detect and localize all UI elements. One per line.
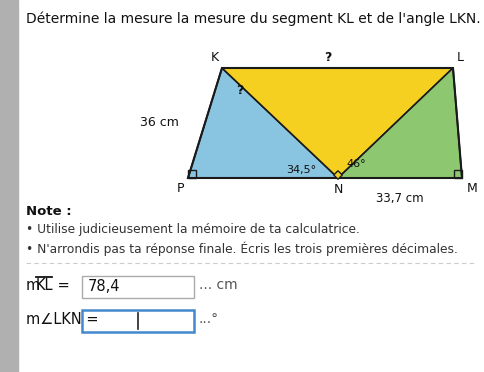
FancyBboxPatch shape bbox=[82, 276, 194, 298]
Text: ?: ? bbox=[236, 84, 243, 97]
Text: • N'arrondis pas ta réponse finale. Écris les trois premières décimales.: • N'arrondis pas ta réponse finale. Écri… bbox=[26, 241, 457, 256]
Polygon shape bbox=[188, 68, 337, 178]
Text: 78,4: 78,4 bbox=[88, 279, 120, 294]
Text: 46°: 46° bbox=[345, 159, 365, 169]
Text: M: M bbox=[466, 182, 477, 195]
Bar bbox=[333, 171, 342, 179]
FancyBboxPatch shape bbox=[82, 310, 194, 332]
Text: K: K bbox=[211, 51, 219, 64]
Text: KL: KL bbox=[36, 278, 53, 293]
Text: 36 cm: 36 cm bbox=[140, 116, 179, 129]
Text: Détermine la mesure la mesure du segment KL et de l'angle LKN.: Détermine la mesure la mesure du segment… bbox=[26, 12, 480, 26]
Bar bbox=[453, 170, 461, 178]
Text: m: m bbox=[26, 278, 40, 293]
Text: ...°: ...° bbox=[198, 312, 219, 326]
Text: L: L bbox=[456, 51, 463, 64]
Text: N: N bbox=[333, 183, 342, 196]
Polygon shape bbox=[337, 68, 461, 178]
Text: P: P bbox=[176, 182, 183, 195]
Text: • Utilise judicieusement la mémoire de ta calculatrice.: • Utilise judicieusement la mémoire de t… bbox=[26, 223, 359, 236]
Bar bbox=[0, 0, 18, 372]
Bar bbox=[188, 170, 196, 178]
Text: 33,7 cm: 33,7 cm bbox=[376, 192, 423, 205]
Text: =: = bbox=[53, 278, 74, 293]
Text: ... cm: ... cm bbox=[198, 278, 237, 292]
Text: ?: ? bbox=[323, 51, 331, 64]
Polygon shape bbox=[222, 68, 452, 178]
Text: 34,5°: 34,5° bbox=[285, 165, 316, 175]
Text: m∠LKN =: m∠LKN = bbox=[26, 312, 103, 327]
Text: Note :: Note : bbox=[26, 205, 72, 218]
